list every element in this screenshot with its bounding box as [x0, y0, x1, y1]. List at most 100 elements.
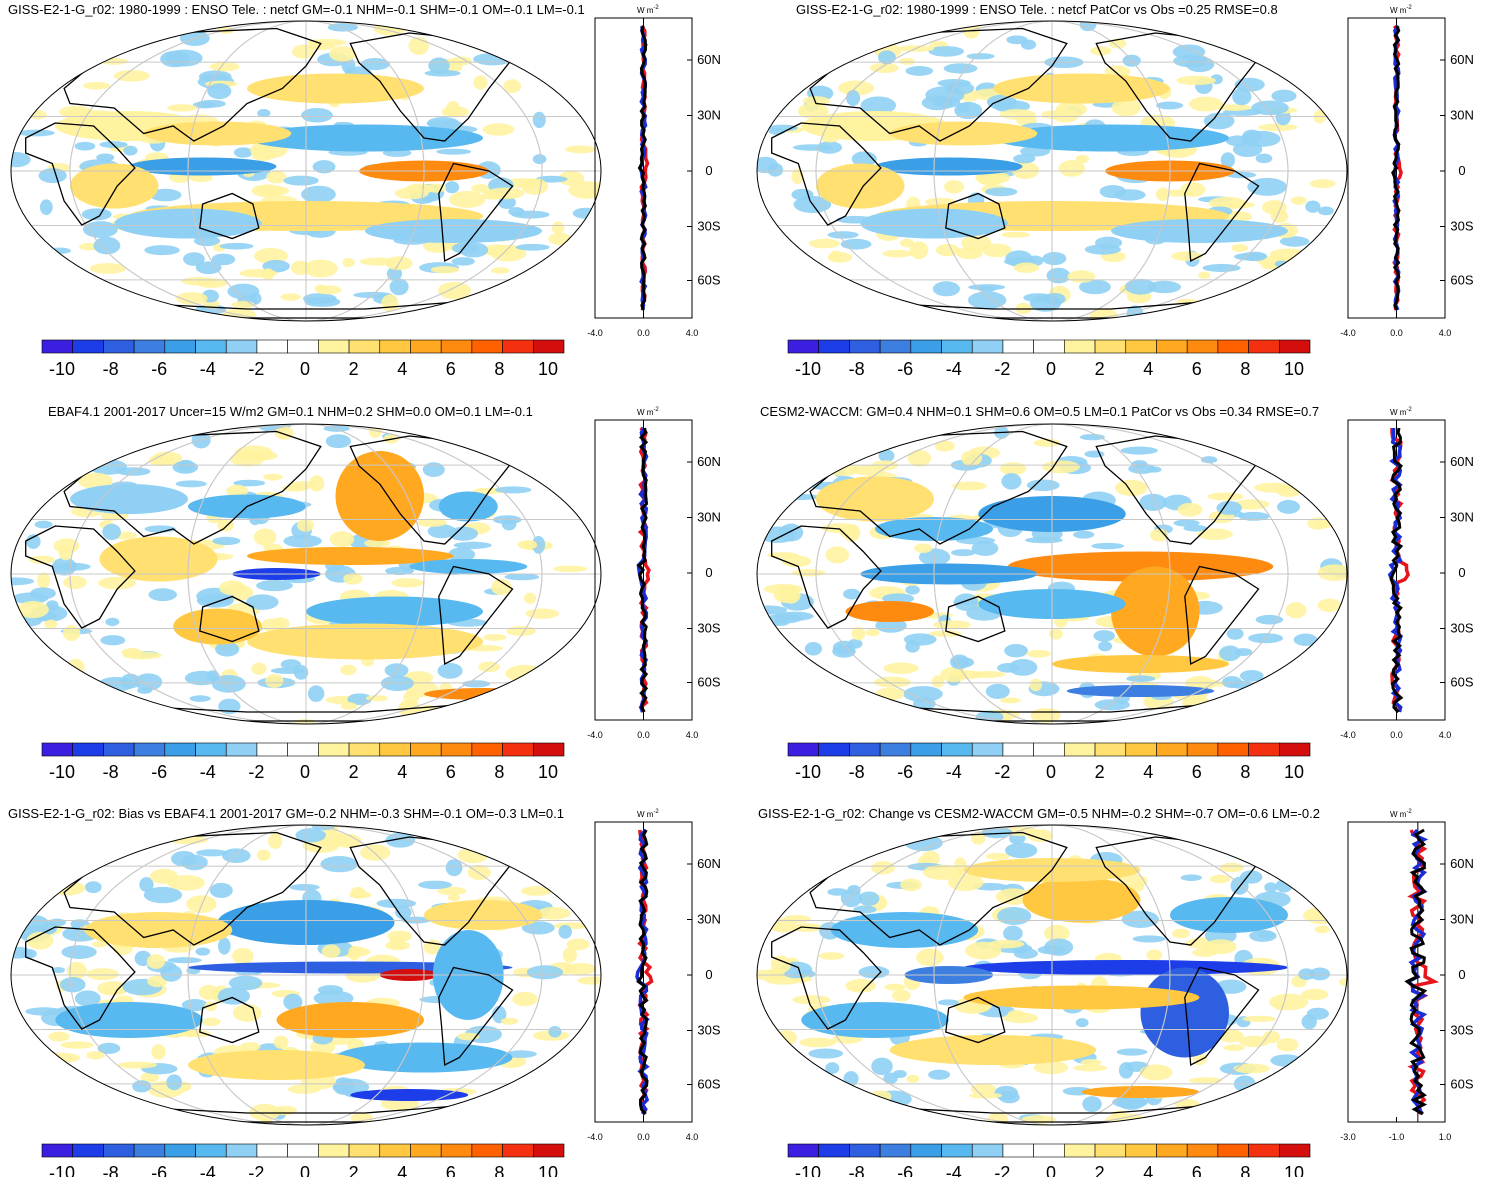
- colorbar-tick-label: 8: [494, 762, 504, 782]
- colorbar: -10 -8 -6 -4 -2 0 2 4 6 8 10: [787, 742, 1311, 782]
- field-patch: [532, 111, 546, 129]
- field-patch: [999, 109, 1036, 120]
- colorbar-swatch: [1064, 1143, 1096, 1158]
- colorbar-tick-label: 10: [538, 359, 558, 379]
- field-patch: [952, 481, 987, 491]
- field-patch: [211, 253, 236, 266]
- field-patch: [482, 123, 515, 136]
- field-patch: [376, 898, 417, 909]
- field-patch: [968, 284, 1006, 291]
- colorbar-swatch: [879, 339, 912, 354]
- field-anomaly: [55, 1002, 203, 1038]
- field-patch: [804, 642, 823, 656]
- field-anomaly: [801, 1002, 949, 1038]
- field-patch: [97, 981, 129, 996]
- field-patch: [283, 993, 303, 1011]
- field-patch: [1001, 473, 1022, 490]
- colorbar-tick-label: 8: [1240, 762, 1250, 782]
- colorbar-tick-label: 2: [349, 762, 359, 782]
- field-patch: [1114, 479, 1148, 497]
- field-patch: [219, 242, 254, 250]
- zonal-unit-exponent: -2: [1406, 809, 1412, 815]
- field-patch: [966, 53, 995, 60]
- field-patch: [61, 945, 97, 959]
- colorbar-tick-label: 6: [1192, 1163, 1202, 1177]
- colorbar: -10 -8 -6 -4 -2 0 2 4 6 8 10: [41, 1143, 565, 1177]
- coastline: [438, 966, 514, 1067]
- field-anomaly: [889, 121, 1038, 146]
- colorbar-swatch: [532, 1143, 565, 1158]
- field-patch: [473, 75, 488, 90]
- field-patch: [1150, 528, 1169, 542]
- field-patch: [1242, 1015, 1277, 1023]
- field-patch: [448, 547, 476, 562]
- field-patch: [263, 473, 283, 481]
- field-patch: [289, 883, 320, 891]
- colorbar-tick-label: -4: [200, 1163, 216, 1177]
- zonal-unit-label: W m-2: [637, 809, 659, 819]
- field-patch: [1130, 881, 1145, 893]
- colorbar-tick-label: 4: [397, 1163, 407, 1177]
- colorbar-tick-label: -10: [795, 762, 821, 782]
- field-patch: [137, 686, 153, 694]
- colorbar-tick-label: 2: [349, 359, 359, 379]
- field-patch: [343, 572, 363, 585]
- field-patch: [552, 565, 588, 573]
- field-patch: [28, 555, 56, 564]
- colorbar-tick-label: 4: [1143, 359, 1153, 379]
- field-patch: [782, 914, 811, 924]
- field-patch: [478, 661, 500, 673]
- zonal-mean-plot: W m-2 60N 30N 0 30S 60S -4.0 0.0 4.0: [1340, 5, 1474, 338]
- zonal-mean-plot: W m-2 60N 30N 0 30S 60S -4.0 0.0 4.0: [1340, 407, 1474, 740]
- panel-title: GISS-E2-1-G_r02: Change vs CESM2-WACCM G…: [758, 806, 1320, 821]
- colorbar-tick-label: -6: [897, 762, 913, 782]
- field-patch: [405, 183, 434, 195]
- field-patch: [1255, 614, 1284, 625]
- lat-tick-label: 60N: [1450, 454, 1474, 469]
- field-patch: [971, 540, 999, 556]
- field-patch: [209, 882, 233, 898]
- colorbar-tick-label: 6: [446, 1163, 456, 1177]
- field-patch: [928, 1069, 951, 1080]
- field-patch: [1317, 564, 1347, 582]
- field-patch: [437, 662, 463, 679]
- map-border: [10, 423, 602, 725]
- field-patch: [195, 947, 211, 956]
- colorbar-tick-label: -2: [248, 1163, 264, 1177]
- lat-tick-label: 30S: [697, 1023, 720, 1038]
- colorbar-tick-label: 0: [1046, 1163, 1056, 1177]
- colorbar-tick-label: 4: [397, 762, 407, 782]
- colorbar-swatch: [1033, 339, 1065, 354]
- zonal-unit: W m: [637, 810, 654, 819]
- map: [756, 824, 1348, 1126]
- field-patch: [884, 983, 906, 991]
- field-patch: [444, 181, 460, 194]
- x-tick-label: -4.0: [587, 1132, 603, 1142]
- field-patch: [892, 1069, 907, 1079]
- field-patch: [932, 620, 971, 630]
- zonal-unit: W m: [1390, 810, 1407, 819]
- field-patch: [448, 526, 479, 541]
- panel-p4: CESM2-WACCM: GM=0.4 NHM=0.1 SHM=0.6 OM=0…: [756, 404, 1474, 782]
- x-tick-label: -1.0: [1389, 1132, 1405, 1142]
- field-patch: [892, 989, 911, 1002]
- colorbar-swatch: [502, 742, 534, 757]
- field-patch: [325, 434, 351, 449]
- field-patch: [515, 243, 550, 251]
- field-patch: [1121, 910, 1160, 928]
- colorbar-swatch: [1248, 339, 1280, 354]
- field-patch: [1079, 433, 1106, 441]
- field-patch: [937, 999, 959, 1006]
- colorbar-swatch: [1217, 339, 1249, 354]
- field-patch: [858, 965, 890, 979]
- coastline: [809, 430, 1068, 545]
- panel-title: CESM2-WACCM: GM=0.4 NHM=0.1 SHM=0.6 OM=0…: [760, 404, 1319, 419]
- field-patch: [526, 965, 564, 980]
- colorbar-swatch: [532, 339, 565, 354]
- field-patch: [349, 890, 372, 899]
- field-anomaly: [247, 547, 454, 565]
- field-patch: [1118, 1061, 1134, 1079]
- field-patch: [1024, 537, 1063, 544]
- field-patch: [821, 523, 859, 534]
- lat-tick-label: 30N: [1450, 912, 1474, 927]
